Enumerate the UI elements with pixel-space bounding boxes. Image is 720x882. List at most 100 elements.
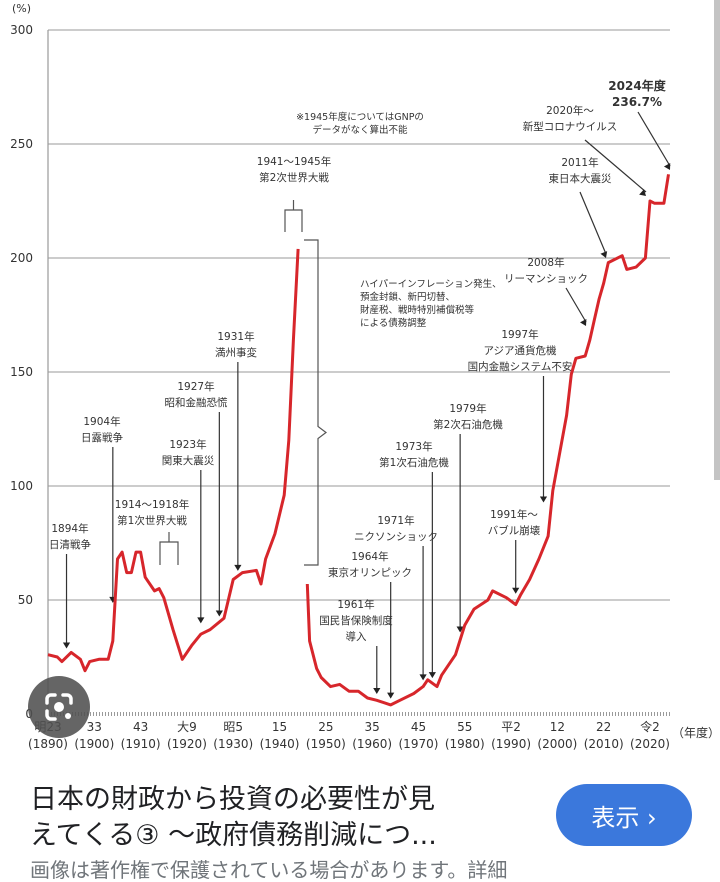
annotation-text: 1904年 <box>83 415 120 428</box>
annotation-arrow-line <box>579 191 607 255</box>
x-tick-era-label: 55 <box>457 720 472 734</box>
series-line-prewar <box>47 248 300 673</box>
annotation-text: 第2次世界大戦 <box>259 171 329 184</box>
annotation-text: 1964年 <box>351 550 388 563</box>
lens-button[interactable] <box>28 676 90 738</box>
annotation-text: ニクソンショック <box>354 531 438 543</box>
annotation-arrowhead <box>600 251 608 258</box>
y-tick-label: 200 <box>10 251 33 265</box>
copyright-notice[interactable]: 画像は著作権で保護されている場合があります。詳細 <box>30 858 508 882</box>
scrollbar[interactable] <box>714 0 720 480</box>
annotation-text: 1941〜1945年 <box>257 155 331 168</box>
x-tick-era-label: 昭5 <box>223 720 243 734</box>
x-tick-era-label: 22 <box>596 720 611 734</box>
annotation-text: 1997年 <box>501 328 538 341</box>
annotation-arrowhead <box>197 617 205 624</box>
x-tick-era-label: 33 <box>87 720 102 734</box>
annotation-arrowhead <box>639 189 646 196</box>
annotation-hyper: ハイパーインフレーション発生、預金封鎖、新円切替、財産税、戦時特別補償税等による… <box>304 239 502 566</box>
annotation-arrow-line <box>637 111 671 167</box>
annotation-text: 国民皆保険制度 <box>319 614 393 627</box>
x-tick-era-label: 45 <box>411 720 426 734</box>
caption-title-line2[interactable]: えてくる③ 〜政府債務削減につ... <box>30 820 437 851</box>
annotation-arrowhead <box>387 692 395 699</box>
x-tick-year-label: (1900) <box>74 737 114 751</box>
annotation-text: 満州事変 <box>215 346 257 359</box>
annotation-text: 1894年 <box>51 522 88 535</box>
annotation-text: バブル崩壊 <box>488 524 541 537</box>
annotation-text: 日清戦争 <box>49 538 91 551</box>
y-tick-label: 100 <box>10 479 33 493</box>
annotation-arrow-line <box>565 287 587 323</box>
annotation-arrowhead <box>512 587 520 594</box>
x-tick-year-label: (1920) <box>167 737 207 751</box>
annotation-arrowhead <box>580 319 587 326</box>
annotation-text: 1914〜1918年 <box>115 498 189 511</box>
annotation-arrowhead <box>215 610 223 617</box>
annotation-text: 導入 <box>346 630 367 643</box>
show-button[interactable]: 表示 › <box>556 784 692 846</box>
x-tick-year-label: (2020) <box>630 737 670 751</box>
annotation-arrowhead <box>456 626 464 633</box>
x-tick-era-label: 43 <box>133 720 148 734</box>
period-bracket <box>284 200 303 232</box>
annotation-text: 1931年 <box>217 330 254 343</box>
annotation-arrowhead <box>62 642 71 649</box>
annotation-text: 日露戦争 <box>81 431 123 444</box>
annotation-text: 国内金融システム不安 <box>468 360 573 373</box>
x-tick-year-label: (1940) <box>260 737 300 751</box>
x-tick-era-label: 12 <box>550 720 565 734</box>
y-axis-unit: (%) <box>12 2 31 15</box>
annotation-text: ※1945年度についてはGNPの <box>296 111 424 123</box>
x-tick-year-label: (1950) <box>306 737 346 751</box>
result-caption[interactable]: 日本の財政から投資の必要性が見 えてくる③ 〜政府債務削減につ... <box>30 782 530 854</box>
x-tick-year-label: (1980) <box>445 737 485 751</box>
x-tick-era-label: 平2 <box>501 720 521 734</box>
annotation-text: 第2次石油危機 <box>433 418 503 431</box>
annotation-text: 1979年 <box>449 402 486 415</box>
annotation-text: アジア通貨危機 <box>483 344 557 357</box>
x-tick-year-label: (1890) <box>28 737 68 751</box>
chart-svg: 050100150200250300 明23(1890)33(1900)43(1… <box>10 2 720 751</box>
annotation-text: 東京オリンピック <box>328 566 412 579</box>
x-tick-era-label: 35 <box>365 720 380 734</box>
period-brace <box>304 239 327 566</box>
annotation-covid: 2020年〜新型コロナウイルス <box>523 104 647 196</box>
x-tick-year-label: (1960) <box>352 737 392 751</box>
annotation-text: 1961年 <box>337 598 374 611</box>
annotation-text: 1973年 <box>395 440 432 453</box>
x-tick-era-label: 25 <box>318 720 333 734</box>
annotation-bubble: 1991年〜バブル崩壊 <box>488 508 541 594</box>
annotation-text: 2024年度 <box>608 78 666 93</box>
annotation-text: 2008年 <box>527 256 564 269</box>
y-tick-label: 150 <box>10 365 33 379</box>
annotation-arrow-line <box>584 139 647 193</box>
x-tick-year-label: (2010) <box>584 737 624 751</box>
caption-title-line1[interactable]: 日本の財政から投資の必要性が見 <box>30 784 435 815</box>
annotation-text: 第1次世界大戦 <box>117 514 187 527</box>
series-line-postwar <box>305 174 670 707</box>
annotation-text: 第1次石油危機 <box>379 456 449 469</box>
x-tick-year-label: (1910) <box>121 737 161 751</box>
google-lens-icon <box>45 693 73 721</box>
annotation-text: 1927年 <box>177 380 214 393</box>
x-tick-era-label: 大9 <box>177 720 197 734</box>
period-bracket <box>159 532 179 565</box>
x-tick-year-label: (1970) <box>399 737 439 751</box>
x-tick-year-label: (1930) <box>213 737 253 751</box>
x-tick-era-label: 令2 <box>640 719 660 734</box>
annotation-text: 1991年〜 <box>490 508 538 521</box>
annotation-text: ハイパーインフレーション発生、 <box>360 278 502 290</box>
annotation-arrowhead <box>663 163 671 170</box>
annotation-arrowhead <box>419 674 427 681</box>
annotation-text: 1923年 <box>169 438 206 451</box>
